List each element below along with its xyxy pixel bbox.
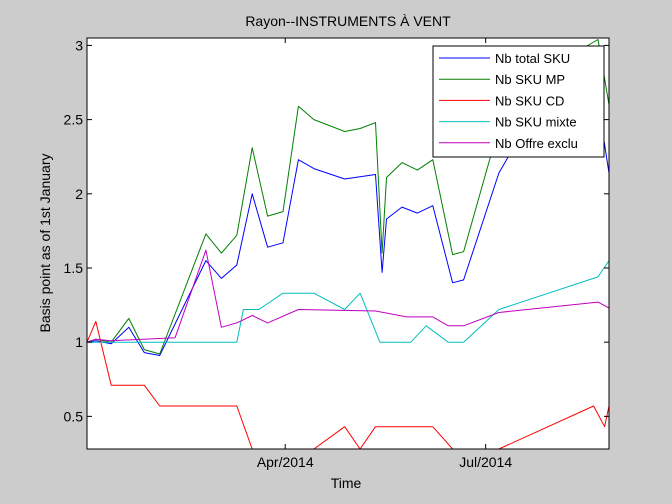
legend-label: Nb SKU MP xyxy=(495,72,565,87)
y-tick-label: 2 xyxy=(75,186,83,202)
legend-label: Nb Offre exclu xyxy=(495,136,578,151)
series-line-3 xyxy=(87,320,609,449)
series-line-2 xyxy=(87,39,609,355)
y-tick-label: 1 xyxy=(75,334,83,350)
axes-layer: 0.5 1 1.5 2 2.5 3 Apr/2014 Jul/2014 xyxy=(64,37,610,470)
series-line-4 xyxy=(87,260,609,343)
x-axis-label: Time xyxy=(331,475,362,491)
legend: Nb total SKU Nb SKU MP Nb SKU CD Nb SKU mix… xyxy=(432,45,605,158)
legend-label: Nb SKU mixte xyxy=(495,115,577,130)
axes-box xyxy=(86,37,610,450)
series-line-1 xyxy=(87,101,609,356)
legend-box xyxy=(432,45,605,158)
x-tick-label: Apr/2014 xyxy=(257,454,314,470)
y-tick-label: 3 xyxy=(75,37,83,53)
legend-label: Nb SKU CD xyxy=(495,93,564,108)
series-layer xyxy=(87,39,609,449)
y-axis-label: Basis point as of 1st January xyxy=(37,154,53,333)
y-tick-label: 1.5 xyxy=(64,260,84,276)
legend-label: Nb total SKU xyxy=(495,51,570,66)
chart-title: Rayon--INSTRUMENTS À VENT xyxy=(245,13,451,29)
y-tick-label: 0.5 xyxy=(64,408,84,424)
series-line-5 xyxy=(87,249,609,343)
y-tick-label: 2.5 xyxy=(64,112,84,128)
x-tick-label: Jul/2014 xyxy=(459,454,512,470)
